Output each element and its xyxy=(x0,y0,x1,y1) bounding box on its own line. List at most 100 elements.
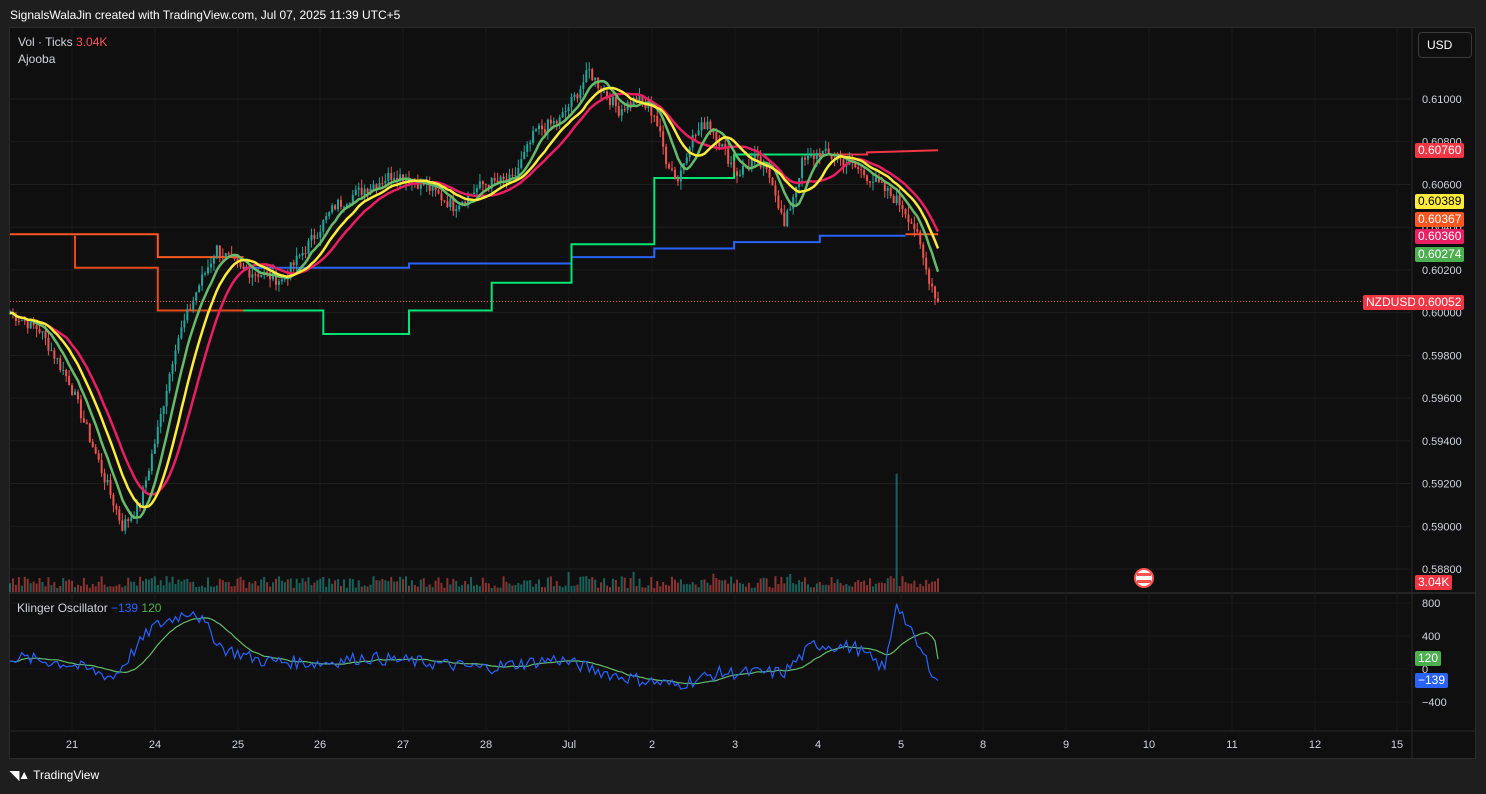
candle-body xyxy=(115,505,118,510)
blue-step-line xyxy=(243,234,906,269)
volume-bar xyxy=(594,579,597,592)
candle-body xyxy=(756,153,759,157)
volume-bar xyxy=(316,580,319,592)
volume-bar xyxy=(736,579,739,592)
candle-body xyxy=(886,187,889,191)
candle-body xyxy=(771,177,774,186)
candle-body xyxy=(141,487,144,509)
candle-body xyxy=(298,255,301,257)
candle-body xyxy=(532,130,535,143)
currency-button[interactable]: USD xyxy=(1418,32,1472,58)
volume-bar xyxy=(38,578,41,592)
candle-body xyxy=(576,94,579,99)
klinger-legend[interactable]: Klinger Oscillator −139 120 xyxy=(17,601,161,615)
volume-bar xyxy=(124,585,127,592)
volume-bar xyxy=(611,578,614,592)
candle-body xyxy=(390,173,393,180)
candle-body xyxy=(387,173,390,181)
candle-body xyxy=(617,105,620,116)
candle-body xyxy=(641,96,644,103)
candle-body xyxy=(499,176,502,183)
volume-bar xyxy=(263,576,266,592)
time-axis-tick: 21 xyxy=(66,739,78,751)
volume-bar xyxy=(68,579,71,592)
candle-body xyxy=(260,275,263,277)
volume-bar xyxy=(493,585,496,592)
volume-legend[interactable]: Vol · Ticks 3.04K xyxy=(18,35,107,49)
candle-body xyxy=(806,155,809,160)
candle-body xyxy=(251,274,254,278)
volume-bar xyxy=(774,576,777,592)
volume-bar xyxy=(750,587,753,592)
candle-body xyxy=(322,220,325,232)
volume-bar xyxy=(741,583,744,592)
volume-bar xyxy=(94,586,97,592)
volume-bar xyxy=(567,572,570,592)
candle-body xyxy=(150,453,153,471)
candle-body xyxy=(26,321,29,329)
volume-bar xyxy=(461,584,464,592)
volume-bar xyxy=(144,578,147,592)
volume-bar xyxy=(257,585,260,592)
chart-attribution: SignalsWalaJin created with TradingView.… xyxy=(10,8,401,22)
candle-body xyxy=(354,189,357,196)
time-axis-tick: 2 xyxy=(649,739,655,751)
klinger-legend-value: −139 xyxy=(111,601,139,615)
candle-body xyxy=(854,162,857,168)
volume-bar xyxy=(623,577,626,592)
volume-bar xyxy=(437,577,440,592)
candle-body xyxy=(928,269,931,284)
volume-bar xyxy=(910,583,913,592)
volume-bar xyxy=(103,584,106,592)
volume-bar xyxy=(744,586,747,592)
candle-body xyxy=(443,200,446,202)
candle-body xyxy=(71,385,74,395)
klinger-signal-line xyxy=(10,617,939,685)
volume-bar xyxy=(245,587,248,592)
volume-bar xyxy=(478,586,481,592)
volume-bar xyxy=(431,587,434,592)
candle-body xyxy=(192,300,195,310)
candle-body xyxy=(520,159,523,168)
volume-bar xyxy=(617,586,620,592)
volume-bar xyxy=(851,586,854,592)
candle-body xyxy=(753,153,756,160)
price-axis-tick: 0.59000 xyxy=(1422,521,1462,533)
volume-bar xyxy=(540,587,543,592)
time-axis-tick: 10 xyxy=(1143,739,1155,751)
volume-bar xyxy=(877,582,880,592)
time-axis-tick: 27 xyxy=(397,739,409,751)
candle-body xyxy=(665,146,668,165)
candle-body xyxy=(357,187,360,190)
candle-body xyxy=(721,144,724,147)
volume-bar xyxy=(393,581,396,592)
volume-bar xyxy=(334,580,337,592)
volume-bar xyxy=(712,573,715,592)
volume-bar xyxy=(162,585,165,592)
footer-brand[interactable]: ◥▲ TradingView xyxy=(10,768,99,782)
volume-bar xyxy=(71,580,74,592)
volume-bar xyxy=(673,579,676,592)
candle-body xyxy=(419,180,422,189)
volume-bar xyxy=(11,578,14,592)
volume-bar xyxy=(502,576,505,592)
orange-step-line xyxy=(10,233,244,259)
volume-bar xyxy=(378,580,381,592)
candle-body xyxy=(331,205,334,213)
volume-bar xyxy=(679,579,682,592)
volume-bar xyxy=(139,576,142,592)
volume-bar xyxy=(676,582,679,592)
volume-bar xyxy=(561,587,564,592)
volume-bar xyxy=(863,580,866,592)
time-axis-tick: 25 xyxy=(232,739,244,751)
volume-bar xyxy=(236,578,239,592)
volume-bar xyxy=(212,586,215,592)
indicator-legend[interactable]: Ajooba xyxy=(18,52,56,66)
time-axis-tick: 8 xyxy=(980,739,986,751)
candle-body xyxy=(85,422,88,424)
volume-bar xyxy=(230,586,233,592)
time-axis-tick: Jul xyxy=(562,739,576,751)
volume-bar xyxy=(475,584,478,592)
price-axis-tick: 0.61000 xyxy=(1422,94,1462,106)
